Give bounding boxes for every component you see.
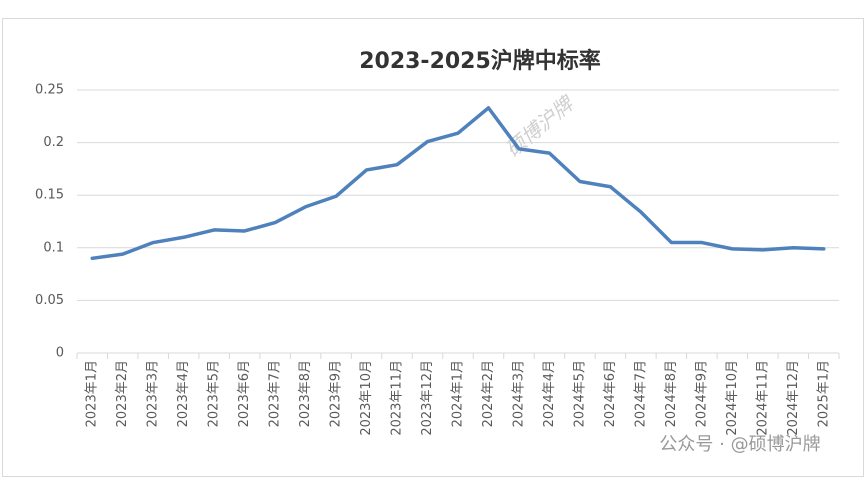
x-tick-label: 2023年3月 (146, 360, 161, 427)
x-tick-label: 2024年3月 (511, 360, 526, 427)
x-tick-label: 2024年2月 (481, 360, 496, 427)
x-tick-label: 2023年12月 (420, 360, 435, 436)
x-tick-label: 2023年4月 (176, 360, 191, 427)
x-tick-label: 2023年6月 (237, 360, 252, 427)
x-tick-label: 2024年12月 (786, 360, 801, 436)
x-tick-label: 2023年2月 (115, 360, 130, 427)
x-tick-label: 2023年11月 (390, 360, 405, 436)
x-tick-label: 2023年10月 (359, 360, 374, 436)
y-tick-label: 0.05 (35, 293, 64, 308)
credit: 公众号 · @硕博沪牌 (659, 434, 820, 455)
x-tick-label: 2024年1月 (451, 360, 466, 427)
x-tick-label: 2024年11月 (755, 360, 770, 436)
chart-title: 2023-2025沪牌中标率 (359, 48, 601, 74)
x-tick-label: 2024年6月 (603, 360, 618, 427)
y-tick-label: 0.25 (35, 83, 64, 98)
y-tick-label: 0.2 (43, 135, 64, 150)
x-tick-label: 2023年7月 (268, 360, 283, 427)
x-tick-label: 2025年1月 (816, 360, 831, 427)
y-tick-label: 0.15 (35, 188, 64, 203)
x-tick-label: 2024年7月 (633, 360, 648, 427)
x-tick-label: 2023年5月 (207, 360, 222, 427)
x-tick-label: 2023年1月 (85, 360, 100, 427)
x-tick-label: 2023年8月 (298, 360, 313, 427)
y-tick-label: 0.1 (43, 240, 64, 255)
data-line (90, 106, 826, 261)
x-tick-label: 2024年5月 (572, 360, 587, 427)
x-tick-label: 2024年8月 (664, 360, 679, 427)
x-tick-label: 2024年9月 (694, 360, 709, 427)
x-tick-label: 2024年10月 (725, 360, 740, 436)
x-tick-label: 2023年9月 (329, 360, 344, 427)
y-tick-label: 0 (56, 346, 64, 361)
x-tick-label: 2024年4月 (542, 360, 557, 427)
